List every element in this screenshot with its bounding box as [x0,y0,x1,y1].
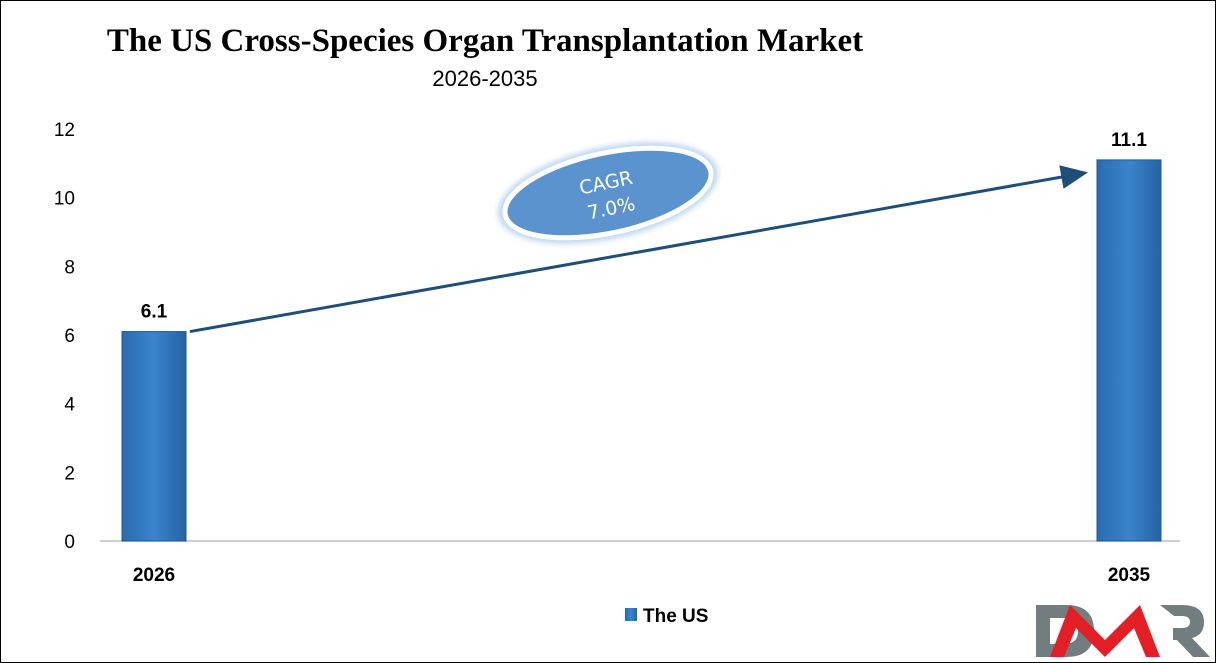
chart-title: The US Cross-Species Organ Transplantati… [107,23,863,59]
bar-2026 [121,331,187,542]
y-tick-label: 2 [64,463,75,484]
y-tick-label: 10 [54,189,75,210]
legend: The US [625,606,708,627]
y-tick-label: 8 [64,257,75,278]
cagr-badge: CAGR 7.0% [498,142,718,244]
bar-2035 [1096,159,1162,542]
x-tick-label: 2026 [133,565,175,586]
x-tick-label: 2035 [1108,565,1151,586]
dmr-logo [1036,605,1210,657]
y-tick-label: 0 [64,532,75,553]
y-tick-label: 6 [64,326,75,347]
y-tick-label: 12 [54,120,75,141]
chart-subtitle: 2026-2035 [432,66,537,91]
y-tick-label: 4 [64,395,75,416]
legend-label: The US [643,606,708,627]
legend-swatch [625,608,637,621]
data-label: 11.1 [1111,130,1147,151]
data-label: 6.1 [141,302,168,323]
cagr-arrow [189,165,1088,334]
